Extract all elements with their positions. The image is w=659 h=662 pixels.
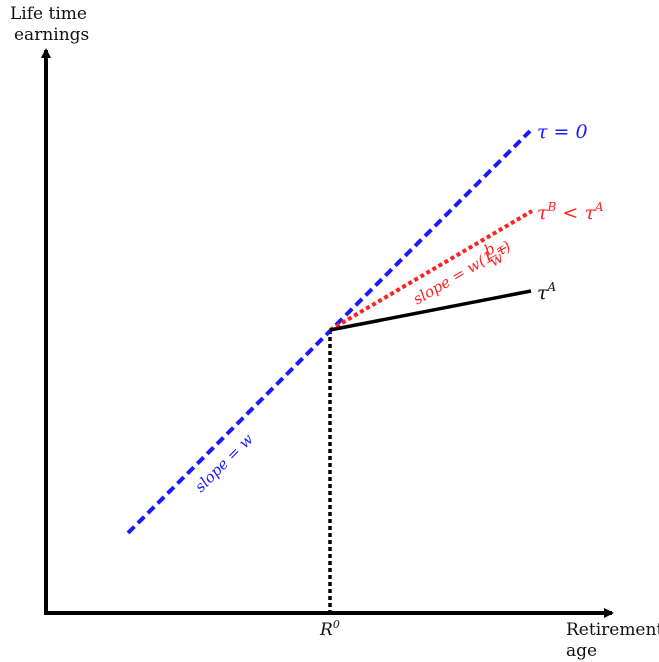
tau-zero-label: τ = 0 <box>537 121 588 143</box>
tau-b-label-sup2: A <box>594 200 604 214</box>
x-axis-label-line1: Retirement <box>566 620 659 640</box>
y-axis-label-line2: earnings <box>14 25 89 45</box>
tau-a-label-main: τ <box>537 282 548 304</box>
slope-tau-b-label: slope = w(1 − b w τ) <box>410 237 514 308</box>
y-axis-label-line1: Life time <box>10 4 87 24</box>
tau-b-label-main: τ <box>537 202 548 224</box>
slope-tau-b-frac-bar <box>487 254 497 261</box>
tau-a-label-sup: A <box>547 280 557 294</box>
slope-w-label: slope = w <box>191 430 257 496</box>
tau-a-label: τA <box>537 280 557 304</box>
tau-a-line <box>329 289 532 332</box>
tau-b-label-mid: < τ <box>556 202 595 224</box>
r0-tick-label: R0 <box>319 618 340 640</box>
tau-b-label: τB < τA <box>537 200 604 224</box>
tau-b-label-sup: B <box>547 200 557 214</box>
x-axis-label-line2: age <box>566 641 597 661</box>
r0-tick-sup: 0 <box>333 618 340 631</box>
tau-zero-line <box>126 129 532 535</box>
r0-tick-letter: R <box>319 620 333 640</box>
